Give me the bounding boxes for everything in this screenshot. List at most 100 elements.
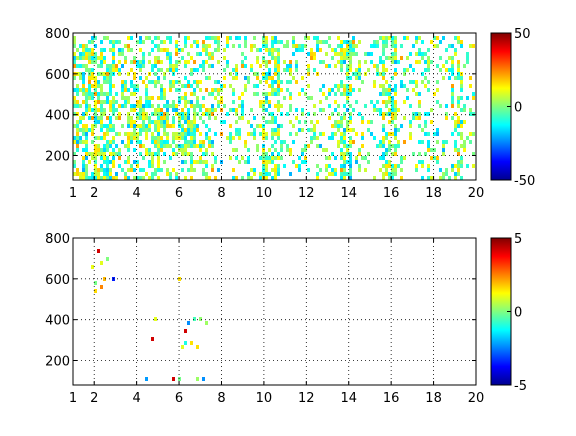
heatmap-cell [388,112,391,116]
heatmap-cell [214,116,217,120]
heatmap-cell [118,164,121,168]
heatmap-cell [238,128,241,132]
heatmap-cell [208,56,211,60]
heatmap-cell [349,112,352,116]
heatmap-cell [196,377,199,381]
heatmap-cell [274,128,277,132]
heatmap-cell [148,36,151,40]
heatmap-cell [439,56,442,60]
heatmap-cell [82,164,85,168]
heatmap-cell [274,36,277,40]
heatmap-cell [127,88,130,92]
heatmap-cell [139,176,142,180]
heatmap-cell [421,80,424,84]
heatmap-cell [454,36,457,40]
heatmap-cell [433,36,436,40]
heatmap-cell [127,176,130,180]
heatmap-cell [109,48,112,52]
heatmap-cell [169,88,172,92]
heatmap-cell [145,76,148,80]
heatmap-cell [244,36,247,40]
heatmap-cell [394,36,397,40]
heatmap-cell [385,168,388,172]
heatmap-cell [145,36,148,40]
heatmap-cell [241,64,244,68]
heatmap-cell [352,44,355,48]
heatmap-cell [148,52,151,56]
heatmap-cell [148,124,151,128]
heatmap-cell [184,120,187,124]
heatmap-cell [232,100,235,104]
heatmap-cell [187,112,190,116]
heatmap-cell [175,48,178,52]
heatmap-cell [250,48,253,52]
heatmap-cell [136,60,139,64]
heatmap-cell [277,164,280,168]
heatmap-cell [178,112,181,116]
heatmap-cell [328,172,331,176]
heatmap-cell [112,108,115,112]
heatmap-cell [229,140,232,144]
heatmap-cell [277,168,280,172]
heatmap-cell [358,112,361,116]
heatmap-cell [130,36,133,40]
heatmap-cell [322,92,325,96]
heatmap-cell [457,68,460,72]
heatmap-cell [130,84,133,88]
heatmap-cell [178,88,181,92]
heatmap-cell [280,104,283,108]
heatmap-cell [181,56,184,60]
heatmap-cell [391,168,394,172]
heatmap-cell [106,132,109,136]
heatmap-cell [202,64,205,68]
heatmap-cell [73,112,76,116]
heatmap-cell [325,176,328,180]
heatmap-cell [373,64,376,68]
heatmap-cell [430,108,433,112]
heatmap-cell [430,120,433,124]
heatmap-cell [118,40,121,44]
heatmap-cell [112,148,115,152]
heatmap-cell [340,48,343,52]
heatmap-cell [343,132,346,136]
heatmap-cell [346,40,349,44]
heatmap-cell [277,80,280,84]
heatmap-cell [247,76,250,80]
heatmap-cell [211,104,214,108]
heatmap-cell [289,96,292,100]
heatmap-cell [424,132,427,136]
heatmap-cell [457,168,460,172]
heatmap-cell [292,160,295,164]
heatmap-cell [184,76,187,80]
heatmap-cell [163,160,166,164]
heatmap-cell [217,100,220,104]
heatmap-cell [136,104,139,108]
heatmap-cell [97,80,100,84]
heatmap-cell [394,72,397,76]
heatmap-cell [211,36,214,40]
heatmap-cell [85,144,88,148]
heatmap-cell [202,40,205,44]
y-tick-label: 400 [45,109,70,124]
heatmap-cells [73,36,475,180]
heatmap-cell [85,136,88,140]
heatmap-cell [88,160,91,164]
heatmap-cell [136,64,139,68]
heatmap-cell [328,164,331,168]
heatmap-cell [178,124,181,128]
heatmap-cell [394,60,397,64]
heatmap-cell [76,92,79,96]
heatmap-cell [73,76,76,80]
heatmap-cell [451,104,454,108]
heatmap-cell [109,144,112,148]
heatmap-cell [172,116,175,120]
heatmap-cell [313,136,316,140]
heatmap-cell [85,88,88,92]
heatmap-cell [85,164,88,168]
heatmap-cell [139,152,142,156]
x-tick-label: 4 [132,186,140,201]
heatmap-cell [265,172,268,176]
y-tick-label: 400 [45,314,70,329]
heatmap-cell [208,52,211,56]
heatmap-cell [175,64,178,68]
